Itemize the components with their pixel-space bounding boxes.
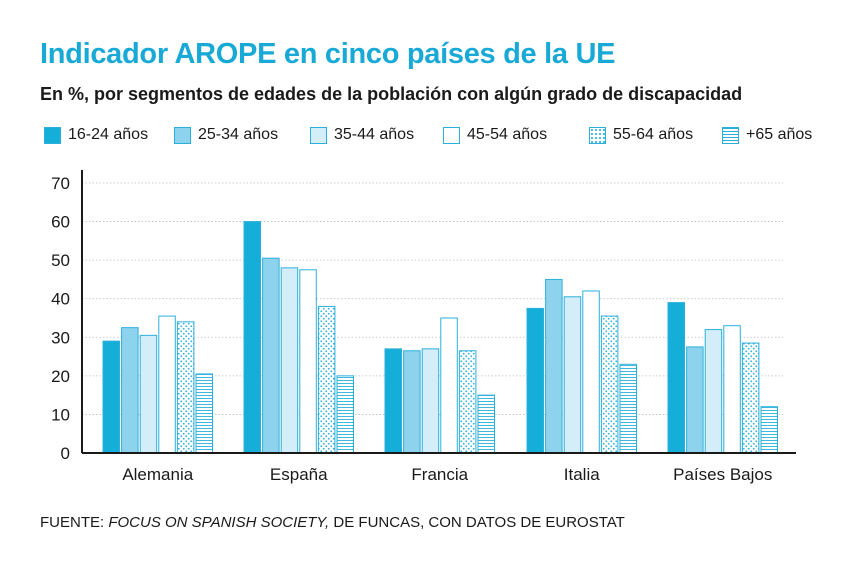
legend-label: 25-34 años bbox=[198, 126, 279, 143]
bar bbox=[741, 342, 760, 454]
source-note: FUENTE: FOCUS ON SPANISH SOCIETY, DE FUN… bbox=[40, 514, 625, 531]
bar bbox=[600, 315, 619, 454]
bar bbox=[723, 325, 741, 454]
bars bbox=[102, 221, 778, 454]
x-tick-label: Países Bajos bbox=[673, 465, 772, 484]
y-tick-label: 50 bbox=[51, 251, 70, 270]
source-prefix: FUENTE: bbox=[40, 514, 109, 531]
legend-swatch bbox=[722, 126, 739, 144]
bar bbox=[195, 373, 213, 454]
bar bbox=[563, 296, 582, 454]
bar bbox=[545, 278, 563, 454]
bar bbox=[667, 302, 685, 454]
legend-item: +65 años bbox=[722, 126, 812, 144]
bar bbox=[440, 317, 458, 454]
bar bbox=[139, 334, 158, 454]
legend-swatch bbox=[310, 126, 327, 144]
x-tick-labels: Alemania España Francia Italia Países Bajos bbox=[122, 465, 772, 484]
bar bbox=[403, 350, 421, 454]
legend-swatch bbox=[174, 126, 191, 144]
bar bbox=[121, 327, 139, 454]
legend-swatch bbox=[589, 126, 606, 144]
legend-item: 35-44 años bbox=[310, 126, 414, 144]
legend-label: 35-44 años bbox=[334, 126, 415, 143]
bar bbox=[582, 290, 600, 454]
x-tick-label: Italia bbox=[564, 465, 600, 484]
y-tick-label: 70 bbox=[51, 174, 70, 193]
legend-item: 25-34 años bbox=[174, 126, 278, 144]
legend-item: 55-64 años bbox=[589, 126, 693, 144]
legend-swatch bbox=[443, 126, 460, 144]
chart-subtitle: En %, por segmentos de edades de la pobl… bbox=[40, 84, 743, 104]
y-tick-label: 20 bbox=[51, 367, 70, 386]
bar bbox=[458, 350, 477, 454]
legend-swatch bbox=[44, 126, 61, 144]
legend-label: +65 años bbox=[746, 126, 813, 143]
bar bbox=[760, 406, 778, 454]
axes bbox=[81, 170, 796, 454]
bar bbox=[704, 329, 723, 454]
bar-chart: 0 10 20 30 40 50 60 70 Alemania España Francia Ita… bbox=[51, 170, 796, 484]
bar bbox=[317, 305, 336, 454]
y-tick-label: 10 bbox=[51, 405, 70, 424]
legend-item: 45-54 años bbox=[443, 126, 547, 144]
legend: 16-24 años 25-34 años 35-44 años 45-54 años… bbox=[44, 126, 834, 148]
source-suffix: DE FUNCAS, CON DATOS DE EUROSTAT bbox=[329, 514, 625, 531]
bar bbox=[102, 340, 120, 454]
y-tick-label: 40 bbox=[51, 290, 70, 309]
bar bbox=[280, 267, 299, 454]
y-tick-label: 60 bbox=[51, 213, 70, 232]
bar bbox=[158, 315, 176, 454]
bar bbox=[176, 321, 195, 454]
bar bbox=[686, 346, 704, 454]
x-tick-label: Francia bbox=[411, 465, 468, 484]
source-publication: FOCUS ON SPANISH SOCIETY, bbox=[108, 514, 330, 531]
bar bbox=[384, 348, 402, 454]
x-tick-label: Alemania bbox=[122, 465, 193, 484]
legend-item: 16-24 años bbox=[44, 126, 148, 144]
bar bbox=[619, 363, 637, 454]
bar bbox=[336, 375, 354, 454]
bar bbox=[299, 269, 317, 454]
legend-label: 16-24 años bbox=[68, 126, 149, 143]
x-tick-label: España bbox=[270, 465, 328, 484]
y-tick-labels: 0 10 20 30 40 50 60 70 bbox=[51, 174, 70, 463]
chart-title: Indicador AROPE en cinco países de la UE bbox=[40, 38, 616, 70]
bar bbox=[421, 348, 440, 454]
bar bbox=[477, 394, 495, 454]
y-tick-label: 0 bbox=[61, 444, 70, 463]
bar bbox=[526, 307, 544, 454]
legend-label: 45-54 años bbox=[467, 126, 548, 143]
bar bbox=[243, 221, 261, 454]
bar bbox=[262, 257, 280, 454]
y-tick-label: 30 bbox=[51, 328, 70, 347]
legend-label: 55-64 años bbox=[613, 126, 694, 143]
